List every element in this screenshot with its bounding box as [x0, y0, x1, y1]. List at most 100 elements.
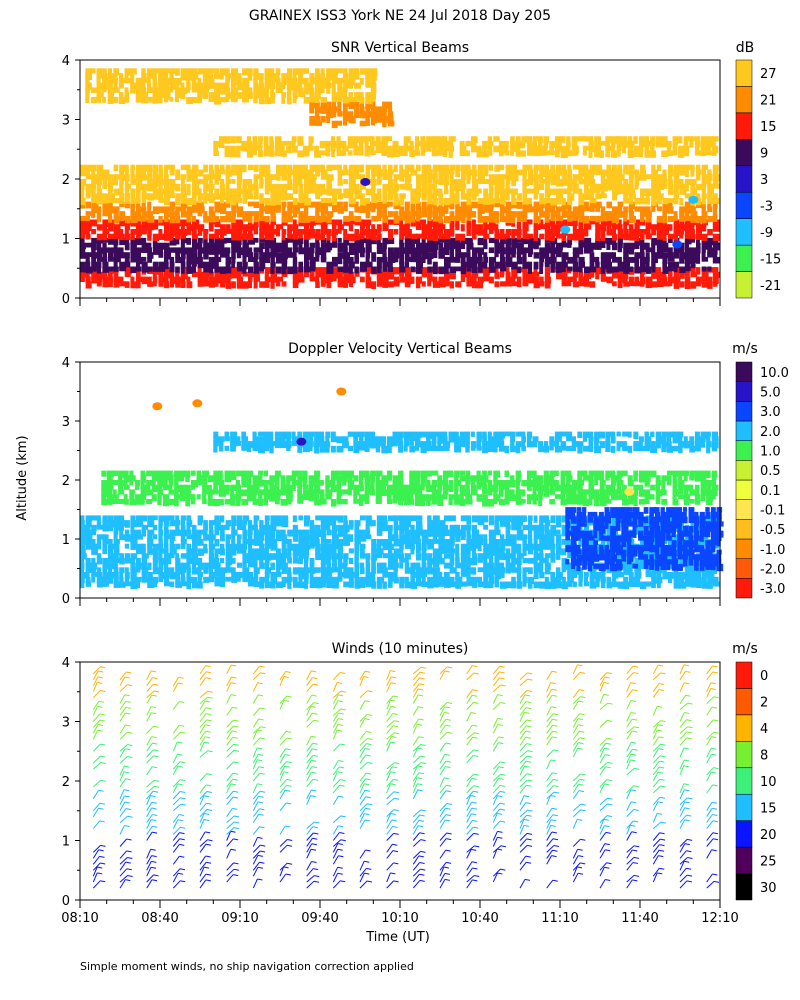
heatmap-cell: [208, 520, 216, 526]
heatmap-cell: [270, 539, 278, 545]
heatmap-cell: [332, 276, 337, 282]
heatmap-cell: [330, 484, 338, 492]
heatmap-cell: [214, 73, 221, 79]
heatmap-cell: [314, 115, 321, 124]
heatmap-cell: [264, 179, 272, 187]
heatmap-cell: [556, 266, 562, 273]
heatmap-cell: [197, 534, 202, 542]
heatmap-cell: [264, 198, 271, 206]
heatmap-cell: [130, 534, 137, 542]
heatmap-cell: [656, 174, 664, 181]
heatmap-cell: [330, 498, 337, 507]
heatmap-cell: [292, 567, 300, 575]
heatmap-cell: [662, 201, 669, 209]
heatmap-cell: [190, 494, 196, 501]
heatmap-cell: [225, 174, 230, 180]
heatmap-cell: [393, 215, 400, 224]
heatmap-cell: [554, 150, 560, 158]
heatmap-cell: [505, 553, 513, 559]
heatmap-cell: [516, 572, 522, 579]
heatmap-cell: [246, 494, 253, 502]
heatmap-cell: [326, 261, 333, 268]
heatmap-cell: [662, 224, 669, 231]
heatmap-cell: [684, 219, 692, 226]
heatmap-cell: [337, 164, 342, 172]
heatmap-cell: [371, 281, 377, 289]
heatmap-cell: [130, 174, 136, 182]
heatmap-cell: [365, 252, 371, 259]
heatmap-cell: [96, 581, 104, 588]
heatmap-cell: [304, 229, 310, 235]
heatmap-cell: [326, 215, 332, 224]
heatmap-cell: [102, 77, 110, 85]
heatmap-cell: [403, 145, 411, 152]
heatmap-cell: [595, 193, 602, 199]
heatmap-cell: [102, 256, 108, 265]
heatmap-cell: [208, 539, 214, 546]
heatmap-cell: [130, 82, 137, 90]
heatmap-cell: [684, 183, 689, 192]
heatmap-cell: [477, 553, 485, 560]
heatmap-cell: [533, 183, 540, 191]
heatmap-cell: [543, 140, 549, 149]
heatmap-cell: [214, 529, 220, 536]
heatmap-cell: [494, 174, 501, 181]
heatmap-cell: [684, 534, 689, 541]
heatmap-cell: [427, 567, 434, 575]
heatmap-cell: [164, 188, 172, 194]
heatmap-cell: [113, 520, 120, 526]
heatmap-cell: [404, 529, 412, 537]
heatmap-cell: [208, 68, 214, 74]
heatmap-cell: [410, 515, 417, 522]
heatmap-cell: [320, 557, 329, 565]
heatmap-cell: [208, 281, 215, 288]
heatmap-cell: [248, 572, 253, 578]
heatmap-cell: [208, 174, 216, 180]
heatmap-cell: [358, 470, 366, 478]
heatmap-cell: [673, 266, 678, 273]
heatmap-cell: [409, 494, 414, 500]
heatmap-cell: [230, 96, 238, 103]
heatmap-cell: [442, 145, 450, 152]
heatmap-cell: [191, 73, 199, 79]
heatmap-cell: [483, 271, 490, 279]
heatmap-cell: [337, 271, 343, 278]
heatmap-cell: [371, 572, 376, 580]
heatmap-cell: [623, 198, 631, 204]
heatmap-cell: [571, 145, 579, 154]
heatmap-cell: [640, 233, 645, 241]
heatmap-cell: [203, 247, 210, 255]
heatmap-cell: [388, 261, 393, 268]
heatmap-cell: [640, 206, 647, 213]
heatmap-cell: [371, 548, 378, 554]
heatmap-cell: [645, 266, 652, 274]
heatmap-cell: [696, 567, 704, 573]
heatmap-cell: [85, 82, 92, 91]
heatmap-cell: [192, 169, 198, 176]
heatmap-cell: [141, 261, 148, 268]
heatmap-cell: [175, 252, 180, 258]
heatmap-cell: [673, 534, 679, 542]
heatmap-cell: [332, 515, 338, 521]
heatmap-cell: [326, 529, 332, 536]
heatmap-cell: [399, 524, 406, 531]
heatmap-cell: [556, 169, 563, 176]
heatmap-cell: [690, 267, 696, 274]
heatmap-cell: [264, 219, 270, 227]
heatmap-cell: [488, 276, 494, 284]
heatmap-cell: [696, 164, 701, 171]
heatmap-cell: [421, 188, 428, 195]
heatmap-cell: [370, 77, 376, 84]
heatmap-cell: [208, 211, 216, 219]
heatmap-cell: [208, 572, 215, 579]
heatmap-cell: [701, 247, 706, 253]
heatmap-cell: [488, 567, 495, 575]
heatmap-cell: [371, 562, 376, 570]
heatmap-cell: [460, 567, 468, 574]
heatmap-cell: [533, 219, 539, 227]
heatmap-cell: [208, 73, 214, 79]
heatmap-cell: [399, 183, 405, 190]
heatmap-cell: [80, 572, 87, 579]
heatmap-cell: [158, 524, 163, 532]
heatmap-cell: [141, 572, 147, 580]
